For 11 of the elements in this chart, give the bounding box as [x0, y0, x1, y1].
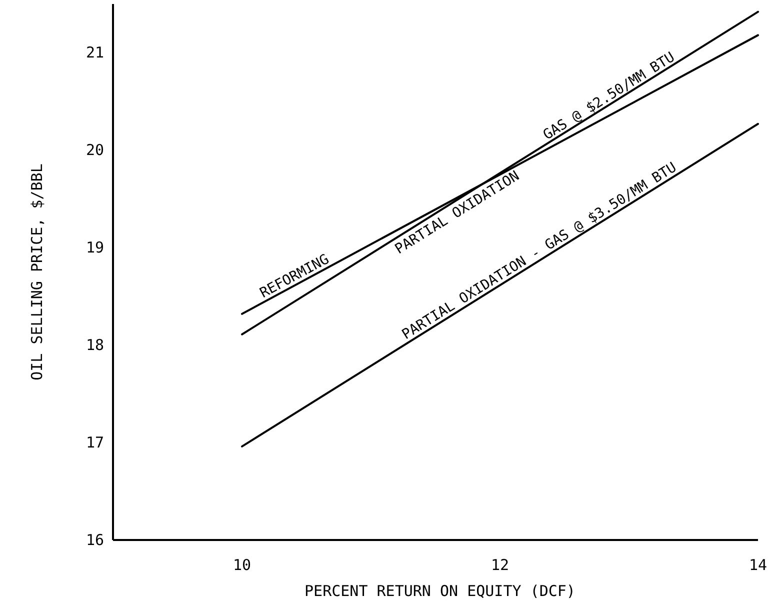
y-tick-label: 21 [86, 44, 104, 62]
x-tick-label: 14 [748, 556, 768, 574]
x-tick-label: 10 [232, 556, 252, 574]
y-tick-label: 18 [86, 336, 104, 354]
y-axis-title: OIL SELLING PRICE, $/BBL [28, 164, 46, 380]
y-tick-label: 19 [86, 238, 104, 257]
x-tick-label: 12 [490, 556, 510, 574]
y-tick-label: 16 [86, 531, 104, 549]
x-axis-title: PERCENT RETURN ON EQUITY (DCF) [304, 582, 576, 600]
y-tick-label: 17 [86, 434, 104, 452]
y-tick-label: 20 [86, 141, 104, 160]
